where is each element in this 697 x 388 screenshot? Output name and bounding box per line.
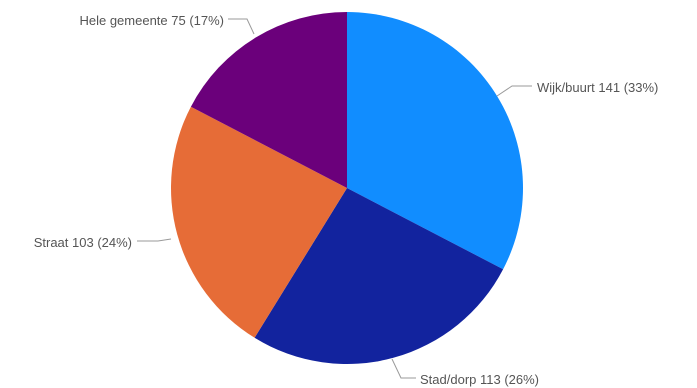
leader-lines xyxy=(137,18,532,379)
slice-label: Wijk/buurt 141 (33%) xyxy=(537,80,658,95)
slice-label: Stad/dorp 113 (26%) xyxy=(420,372,539,387)
leader-line xyxy=(228,18,255,35)
pie-slice-stad-dorp[interactable] xyxy=(254,188,504,365)
pie-slice-wijk-buurt[interactable] xyxy=(347,12,523,270)
leader-line xyxy=(391,358,416,379)
pie-slices xyxy=(170,12,523,365)
slice-label: Hele gemeente 75 (17%) xyxy=(79,13,224,28)
pie-slice-straat[interactable] xyxy=(170,106,347,338)
leader-line xyxy=(496,85,532,97)
slice-label: Straat 103 (24%) xyxy=(34,235,132,250)
leader-line xyxy=(137,238,172,242)
slice-labels: Wijk/buurt 141 (33%) Stad/dorp 113 (26%) S… xyxy=(34,13,659,387)
pie-slice-hele-gemeente[interactable] xyxy=(190,12,347,188)
